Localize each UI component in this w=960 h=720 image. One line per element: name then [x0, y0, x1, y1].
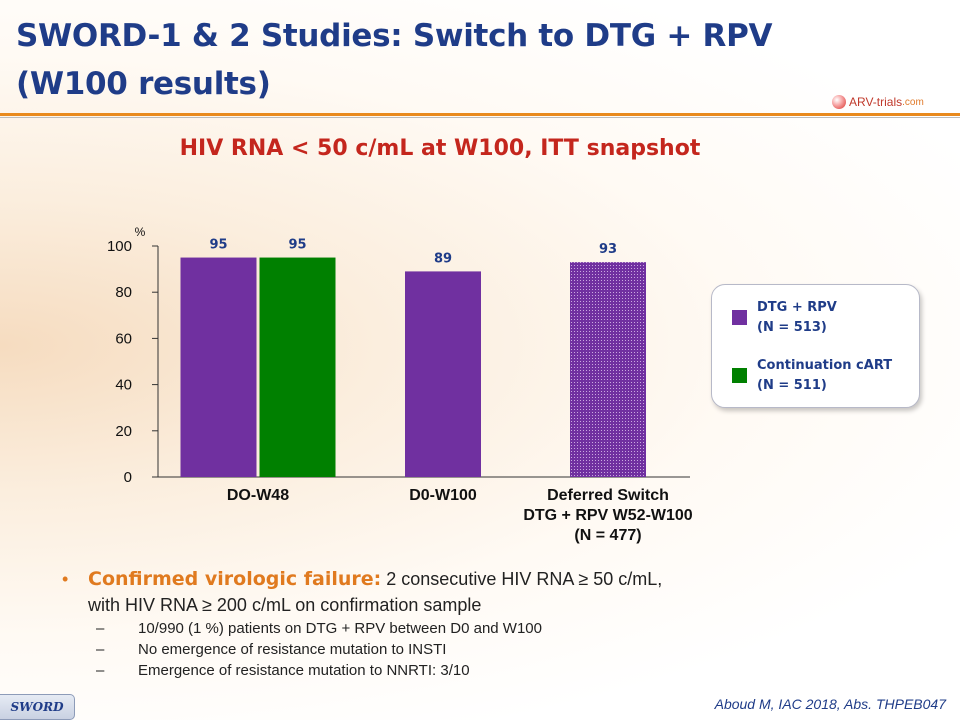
- x-category-label: DO-W48: [227, 487, 289, 504]
- findings-list: • Confirmed virologic failure: 2 consecu…: [62, 566, 862, 681]
- bullet-text-line-2: with HIV RNA ≥ 200 c/mL on confirmation …: [88, 595, 482, 615]
- sub-bullet-3: – Emergence of resistance mutation to NNR…: [62, 660, 862, 681]
- bar-value-label: 95: [209, 238, 227, 253]
- x-category-label: D0-W100: [409, 487, 477, 504]
- dash-icon: –: [96, 620, 105, 637]
- bullet-dot-icon: •: [62, 569, 69, 589]
- bar-value-label: 89: [434, 251, 452, 266]
- dash-icon: –: [96, 662, 105, 679]
- bar-3-1: [570, 262, 646, 477]
- bar-value-label: 93: [599, 242, 617, 257]
- y-tick-label: 40: [115, 377, 132, 394]
- sub-bullet-1: – 10/990 (1 %) patients on DTG + RPV betw…: [62, 618, 862, 639]
- legend-label-dtg-rpv: DTG + RPV: [757, 300, 837, 315]
- slide-title: SWORD-1 & 2 Studies: Switch to DTG + RPV…: [16, 12, 796, 108]
- chart-legend: DTG + RPV (N = 513) Continuation cART (N…: [711, 284, 920, 408]
- x-category-label: Deferred Switch: [547, 487, 669, 504]
- bar-value-label: 95: [288, 238, 306, 253]
- legend-swatch-dtg-rpv: [732, 310, 747, 325]
- x-category-label: DTG + RPV W52-W100: [523, 507, 692, 524]
- legend-item-continuation: Continuation cART (N = 511): [732, 356, 892, 396]
- legend-item-dtg-rpv: DTG + RPV (N = 513): [732, 298, 837, 338]
- y-tick-label: 100: [107, 238, 132, 255]
- legend-label-continuation: Continuation cART: [757, 358, 893, 373]
- title-underline: [0, 113, 960, 116]
- sub-bullet-text: 10/990 (1 %) patients on DTG + RPV betwe…: [138, 620, 542, 637]
- logo-text-tail: .com: [902, 96, 924, 108]
- y-tick-label: 0: [124, 469, 132, 486]
- title-underline-shadow: [0, 117, 960, 118]
- legend-n-dtg-rpv: (N = 513): [757, 320, 827, 335]
- study-tag: SWORD: [0, 694, 75, 720]
- slide-title-line-1: SWORD-1 & 2 Studies: Switch to DTG + RPV: [16, 18, 773, 54]
- y-axis-unit-label: %: [135, 225, 146, 239]
- bar-2-1: [405, 271, 481, 477]
- sub-bullet-2: – No emergence of resistance mutation to …: [62, 639, 862, 660]
- legend-n-continuation: (N = 511): [757, 378, 827, 393]
- x-category-label: (N = 477): [574, 527, 641, 544]
- y-tick-label: 80: [115, 284, 132, 301]
- dash-icon: –: [96, 641, 105, 658]
- sub-bullet-text: Emergence of resistance mutation to NNRT…: [138, 662, 470, 679]
- slide-title-line-2: (W100 results): [16, 66, 271, 102]
- y-tick-label: 60: [115, 330, 132, 347]
- y-tick-label: 20: [115, 423, 132, 440]
- logo-text: ARV-trials: [849, 95, 903, 109]
- bar-1-1: [180, 257, 257, 477]
- arv-trials-logo: ARV-trials .com: [832, 92, 924, 112]
- bar-1-2: [259, 257, 336, 477]
- chart-title: HIV RNA < 50 c/mL at W100, ITT snapshot: [179, 136, 701, 161]
- bullet-virologic-failure: • Confirmed virologic failure: 2 consecu…: [62, 566, 862, 618]
- legend-swatch-continuation: [732, 368, 747, 383]
- logo-mark-icon: [832, 95, 846, 109]
- sub-bullet-text: No emergence of resistance mutation to I…: [138, 641, 447, 658]
- citation: Aboud M, IAC 2018, Abs. THPEB047: [714, 696, 946, 712]
- bullet-emphasis: Confirmed virologic failure:: [88, 568, 382, 590]
- bullet-text-line-1: 2 consecutive HIV RNA ≥ 50 c/mL,: [386, 569, 663, 589]
